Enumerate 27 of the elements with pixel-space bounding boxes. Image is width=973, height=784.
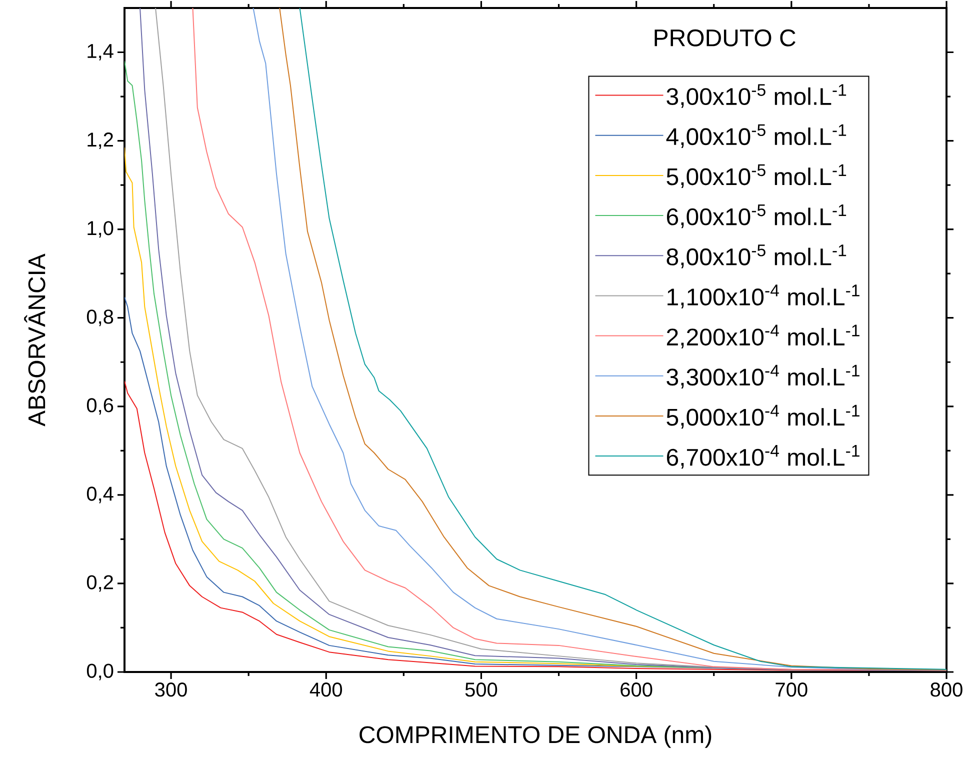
x-tick-label: 600 bbox=[620, 682, 652, 697]
legend-label: 2,200x10$^{-4}$ mol.L$^{-1}$ bbox=[666, 324, 860, 348]
y-tick-label: 0,2 bbox=[86, 575, 113, 592]
legend-label: 6,700x10$^{-4}$ mol.L$^{-1}$ bbox=[666, 445, 860, 469]
y-tick-label: 1,2 bbox=[88, 132, 113, 150]
y-tick-label: 1,0 bbox=[88, 221, 114, 238]
legend-label: 8,00x10$^{-5}$ mol.L$^{-1}$ bbox=[666, 244, 846, 268]
x-tick-label: 700 bbox=[776, 682, 808, 697]
legend-label: 4,00x10$^{-5}$ mol.L$^{-1}$ bbox=[666, 124, 846, 148]
y-tick-label: 1,4 bbox=[88, 44, 114, 60]
x-tick-label: 800 bbox=[930, 682, 962, 697]
x-tick-label: 300 bbox=[155, 682, 187, 697]
legend-label: 5,00x10$^{-5}$ mol.L$^{-1}$ bbox=[666, 164, 846, 188]
legend-label: 3,00x10$^{-5}$ mol.L$^{-1}$ bbox=[666, 84, 846, 108]
legend-label: 5,000x10$^{-4}$ mol.L$^{-1}$ bbox=[666, 404, 860, 429]
y-tick-label: 0,4 bbox=[86, 486, 114, 504]
x-tick-label: 500 bbox=[465, 682, 498, 697]
legend-label: 3,300x10$^{-4}$ mol.L$^{-1}$ bbox=[666, 364, 860, 388]
y-axis-title: ABSORVÂNCIA bbox=[24, 254, 46, 426]
legend-title: PRODUTO C bbox=[654, 29, 796, 46]
legend-label: 6,00x10$^{-5}$ mol.L$^{-1}$ bbox=[666, 204, 846, 228]
y-tick-label: 0,8 bbox=[86, 310, 114, 326]
x-tick-label: 400 bbox=[310, 682, 342, 697]
y-tick-label: 0,0 bbox=[86, 664, 114, 680]
legend-label: 1,100x10$^{-4}$ mol.L$^{-1}$ bbox=[668, 284, 860, 308]
x-axis-title: COMPRIMENTO DE ONDA (nm) bbox=[360, 726, 712, 748]
y-tick-label: 0,6 bbox=[86, 398, 114, 415]
